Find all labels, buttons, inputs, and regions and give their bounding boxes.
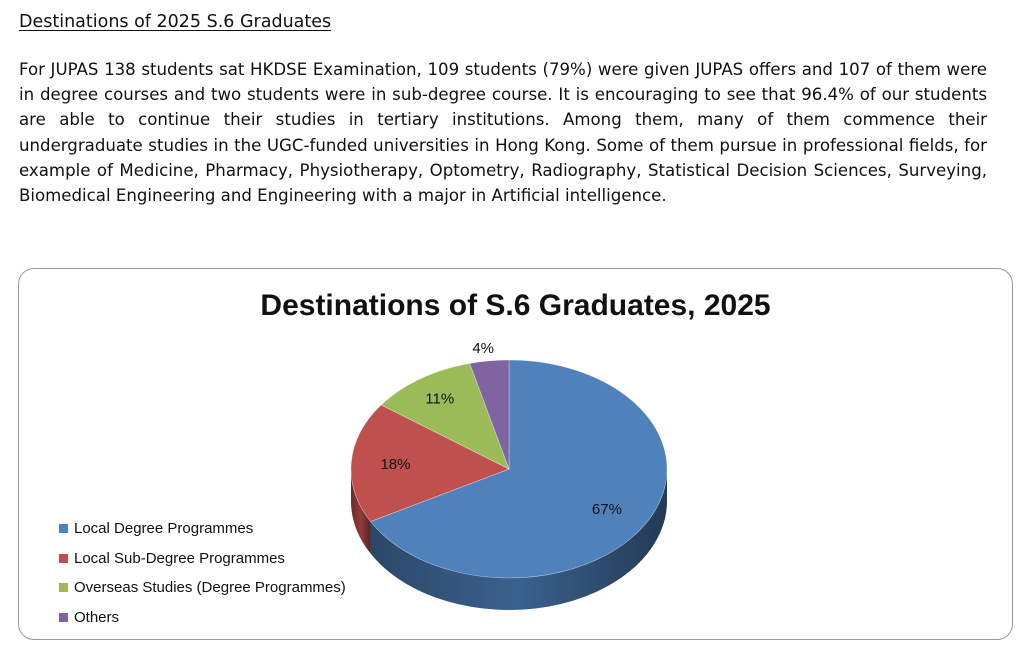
legend-item: Overseas Studies (Degree Programmes) bbox=[59, 573, 346, 603]
legend-item: Local Degree Programmes bbox=[59, 514, 346, 544]
legend-swatch bbox=[59, 612, 68, 622]
pie-slice-local-degree-programmes bbox=[370, 359, 668, 579]
legend-swatch bbox=[59, 524, 68, 534]
legend-swatch bbox=[59, 553, 68, 563]
pie-slice-overseas-studies-degree-programmes bbox=[380, 363, 510, 470]
pie-slice-others bbox=[469, 359, 510, 470]
legend-item: Local Sub-Degree Programmes bbox=[59, 544, 346, 574]
chart-legend: Local Degree Programmes Local Sub-Degree … bbox=[59, 514, 346, 632]
legend-swatch bbox=[59, 583, 68, 593]
pie-slice-local-sub-degree-programmes bbox=[350, 404, 510, 522]
legend-label: Overseas Studies (Degree Programmes) bbox=[74, 579, 346, 597]
data-label-67-pct: 67% bbox=[592, 501, 622, 518]
legend-item: Others bbox=[59, 603, 346, 633]
section-heading: Destinations of 2025 S.6 Graduates bbox=[19, 12, 332, 32]
chart-frame: Destinations of S.6 Graduates, 2025 67% 1… bbox=[18, 268, 1013, 640]
legend-label: Local Sub-Degree Programmes bbox=[74, 549, 285, 567]
legend-label: Others bbox=[74, 608, 120, 626]
pie-chart: 67% 18% 11% 4% bbox=[350, 340, 668, 610]
intro-paragraph: For JUPAS 138 students sat HKDSE Examina… bbox=[19, 60, 987, 206]
pie-side-local-degree-programmes bbox=[370, 469, 667, 610]
data-label-4-pct: 4% bbox=[472, 340, 494, 357]
data-label-18-pct: 18% bbox=[380, 456, 410, 473]
chart-title: Destinations of S.6 Graduates, 2025 bbox=[260, 289, 771, 322]
legend-label: Local Degree Programmes bbox=[74, 520, 254, 538]
data-label-11-pct: 11% bbox=[425, 391, 454, 408]
pie-side-local-sub-degree-programmes bbox=[351, 469, 371, 554]
